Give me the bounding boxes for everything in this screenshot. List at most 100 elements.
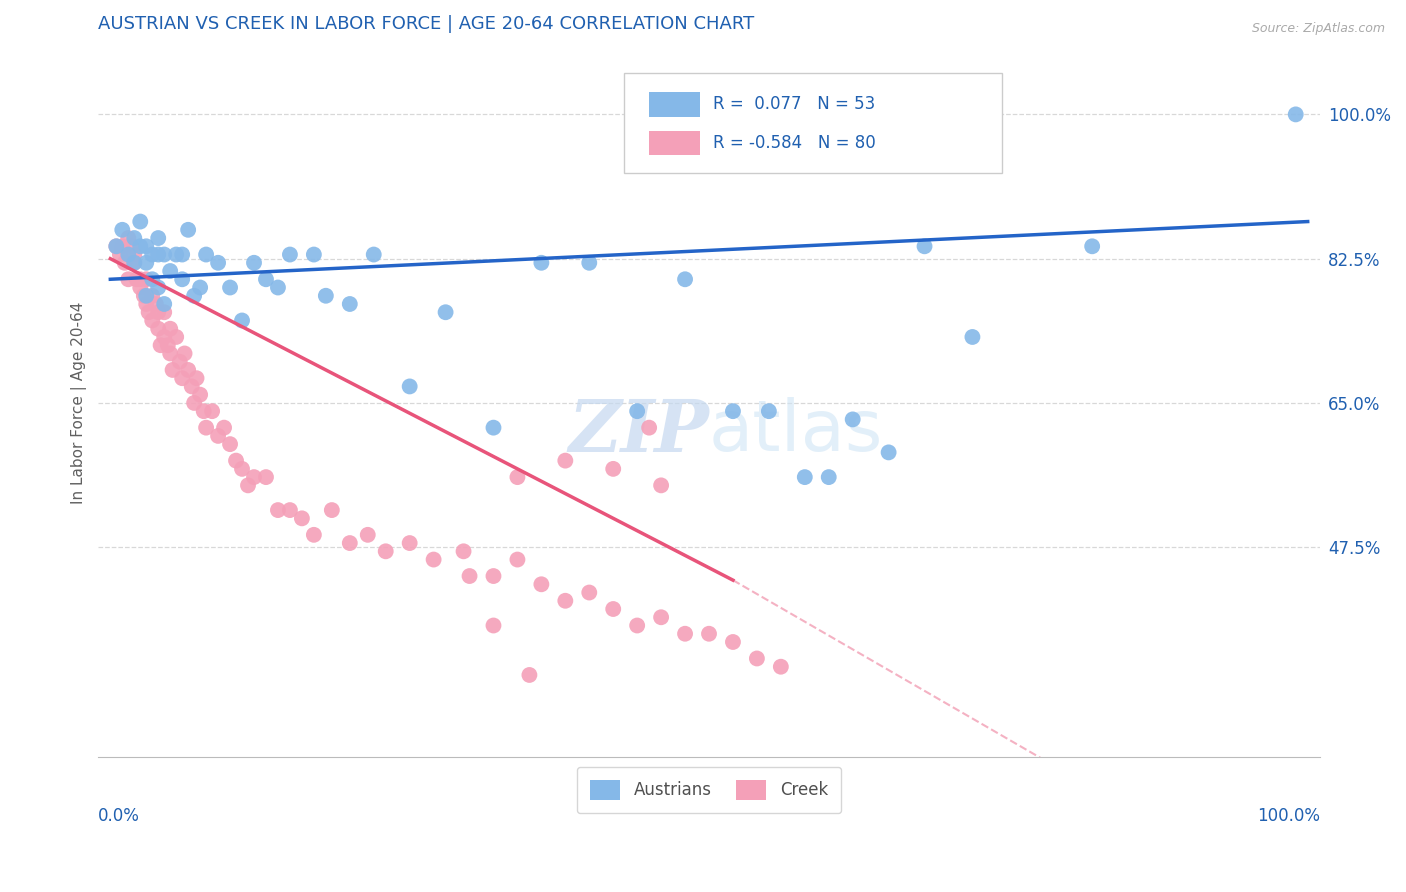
Point [243,470,266,484]
Point [231,462,253,476]
Point [129,214,152,228]
Text: atlas: atlas [709,397,883,466]
Point [135,272,157,286]
Point [129,239,152,253]
Point [219,280,242,294]
Point [267,280,290,294]
Point [243,256,266,270]
Point [602,462,624,476]
Point [201,404,224,418]
Point [153,297,176,311]
Point [363,247,385,261]
Point [962,330,984,344]
Point [302,528,325,542]
Point [321,503,343,517]
Point [302,247,325,261]
Point [374,544,396,558]
Point [506,552,529,566]
Point [165,247,187,261]
Point [458,569,481,583]
Point [108,247,131,261]
Point [117,272,139,286]
Point [278,503,301,517]
Point [141,313,163,327]
Point [153,330,176,344]
Point [122,256,145,270]
Point [122,247,145,261]
Point [278,247,301,261]
Point [530,256,553,270]
Point [180,379,202,393]
Point [482,569,505,583]
Point [482,420,505,434]
Text: R =  0.077   N = 53: R = 0.077 N = 53 [713,95,875,113]
Point [721,404,744,418]
Point [135,289,157,303]
Point [121,239,143,253]
Point [554,594,576,608]
Point [138,305,160,319]
Point [183,289,205,303]
Point [193,404,215,418]
Point [398,536,420,550]
Point [195,247,218,261]
Point [172,371,194,385]
Point [638,420,661,434]
Point [125,272,148,286]
Point [159,346,181,360]
Point [153,247,176,261]
Y-axis label: In Labor Force | Age 20-64: In Labor Force | Age 20-64 [72,301,87,504]
Point [135,256,157,270]
Point [877,445,900,459]
Point [188,280,211,294]
Point [117,247,139,261]
Point [122,231,145,245]
Point [135,297,157,311]
Point [236,478,259,492]
Point [188,387,211,401]
Point [315,289,337,303]
Point [219,437,242,451]
Point [758,404,780,418]
Point [673,272,696,286]
Point [183,396,205,410]
FancyBboxPatch shape [623,73,1002,172]
Point [578,585,600,599]
Text: R = -0.584   N = 80: R = -0.584 N = 80 [713,134,876,153]
Point [254,272,277,286]
Point [602,602,624,616]
Point [172,272,194,286]
Point [135,239,157,253]
Point [145,297,167,311]
Point [339,297,361,311]
Point [626,618,648,632]
Text: Source: ZipAtlas.com: Source: ZipAtlas.com [1251,22,1385,36]
Point [177,223,200,237]
Point [519,668,541,682]
Point [267,503,290,517]
Point [339,536,361,550]
Point [357,528,380,542]
Point [165,330,187,344]
Point [453,544,475,558]
Point [1285,107,1308,121]
Point [159,264,181,278]
Point [254,470,277,484]
Point [114,256,136,270]
Point [105,239,128,253]
Point [111,239,134,253]
Point [207,256,229,270]
Legend: Austrians, Creek: Austrians, Creek [576,767,841,813]
Point [149,338,172,352]
Text: 0.0%: 0.0% [98,807,141,825]
Point [697,626,720,640]
Point [148,231,170,245]
Point [291,511,314,525]
Point [111,223,134,237]
Point [132,289,155,303]
Point [141,272,163,286]
Point [673,626,696,640]
Point [129,280,152,294]
Point [169,354,191,368]
Point [482,618,505,632]
